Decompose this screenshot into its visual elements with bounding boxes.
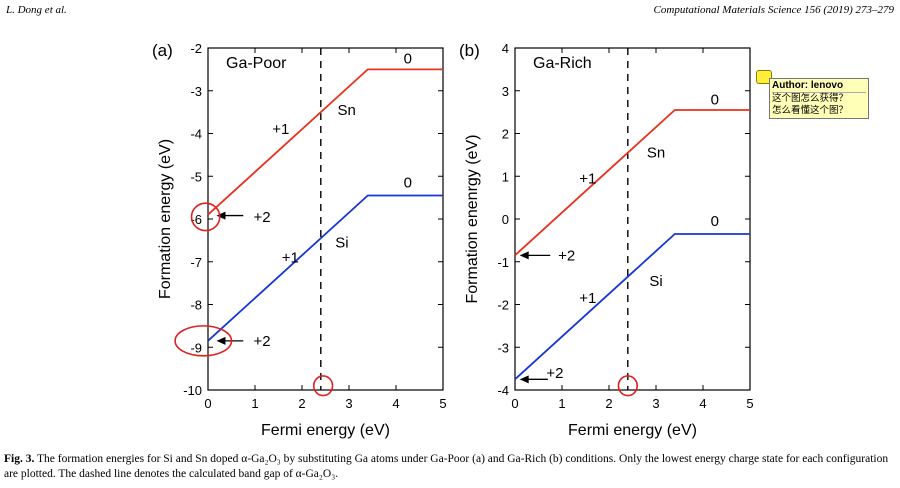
y-tick-label: -6 (190, 212, 202, 227)
charge-state-label: +2 (558, 247, 575, 264)
charge-state-label: +2 (546, 365, 563, 382)
y-tick-label: -4 (190, 127, 202, 142)
note-popup: Author: lenovo 这个图怎么获得？ 怎么看懂这个图？ (769, 78, 869, 119)
charge-state-label: +1 (272, 121, 289, 138)
y-tick-label: 3 (502, 84, 509, 99)
y-tick-label: -1 (497, 255, 509, 270)
running-header-authors: L. Dong et al. (6, 4, 67, 16)
comment-icon[interactable] (756, 70, 772, 84)
x-tick-label: 4 (392, 396, 399, 411)
running-header-journal: Computational Materials Science 156 (201… (653, 4, 894, 16)
x-tick-label: 5 (439, 396, 446, 411)
charge-state-label: +2 (253, 333, 270, 350)
x-tick-label: 3 (652, 396, 659, 411)
highlight-circle (312, 375, 334, 397)
charge-state-label: 0 (711, 213, 719, 230)
series-line-sn (207, 68, 443, 216)
arrow-head (216, 336, 226, 345)
panel-label: (b) (459, 41, 480, 60)
highlight-circle (190, 202, 221, 232)
y-tick-label: -10 (183, 383, 202, 398)
highlight-circle (617, 375, 639, 397)
y-axis-label: Formation energy (eV) (157, 139, 174, 299)
panel-label: (a) (152, 41, 173, 60)
charge-state-label: 0 (404, 175, 412, 192)
x-tick-label: 2 (605, 396, 612, 411)
y-tick-label: -3 (497, 340, 509, 355)
y-tick-label: -8 (190, 298, 202, 313)
x-axis-label: Fermi energy (eV) (568, 422, 697, 439)
y-tick-label: 0 (502, 212, 509, 227)
series-line-si (514, 233, 750, 380)
charge-state-label: +1 (282, 249, 299, 266)
y-tick-label: 1 (502, 169, 509, 184)
highlight-circle (174, 325, 233, 357)
note-line-2: 怎么看懂这个图？ (772, 105, 849, 116)
charge-state-label: 0 (404, 51, 412, 68)
series-line-si (207, 194, 443, 342)
note-author: Author: lenovo (772, 80, 866, 93)
charge-state-label: 0 (711, 91, 719, 108)
x-tick-label: 0 (511, 396, 518, 411)
x-tick-label: 1 (558, 396, 565, 411)
series-line-sn (514, 109, 750, 257)
y-tick-label: -7 (190, 255, 202, 270)
figure-label: Fig. 3. (4, 453, 35, 465)
x-tick-label: 3 (345, 396, 352, 411)
caption-text: The formation energies for Si and Sn dop… (4, 453, 889, 480)
charge-state-label: Sn (337, 102, 355, 119)
arrow-head (519, 251, 529, 260)
arrow-head (519, 375, 529, 384)
x-tick-label: 4 (699, 396, 706, 411)
charge-state-label: +1 (579, 290, 596, 307)
charge-state-label: +1 (579, 170, 596, 187)
x-tick-label: 5 (746, 396, 753, 411)
chart-title: Ga-Poor (226, 55, 287, 72)
plot-frame (207, 47, 444, 391)
charge-state-label: Si (649, 273, 662, 290)
y-tick-label: -3 (190, 84, 202, 99)
note-line-1: 这个图怎么获得？ (772, 93, 849, 104)
y-tick-label: -9 (190, 340, 202, 355)
y-axis-label: Formation enenrgy (eV) (464, 135, 481, 304)
charge-state-label: Si (335, 235, 348, 252)
y-tick-label: -2 (190, 41, 202, 56)
figure-caption: Fig. 3. The formation energies for Si an… (4, 452, 896, 482)
arrow-head (216, 211, 226, 220)
y-tick-label: 2 (502, 127, 509, 142)
chart-title: Ga-Rich (533, 55, 592, 72)
x-tick-label: 0 (204, 396, 211, 411)
y-tick-label: 4 (502, 41, 509, 56)
x-axis-label: Fermi energy (eV) (261, 422, 390, 439)
y-tick-label: -5 (190, 169, 202, 184)
chart-panel-a: (a)Ga-Poor-2-3-4-5-6-7-8-9-100 1 2 3 4 5Fermi… (152, 41, 447, 439)
charge-state-label: Sn (647, 145, 665, 162)
x-tick-label: 2 (298, 396, 305, 411)
charge-state-label: +2 (253, 209, 270, 226)
x-tick-label: 1 (251, 396, 258, 411)
y-tick-label: -4 (497, 383, 509, 398)
y-tick-label: -2 (497, 298, 509, 313)
